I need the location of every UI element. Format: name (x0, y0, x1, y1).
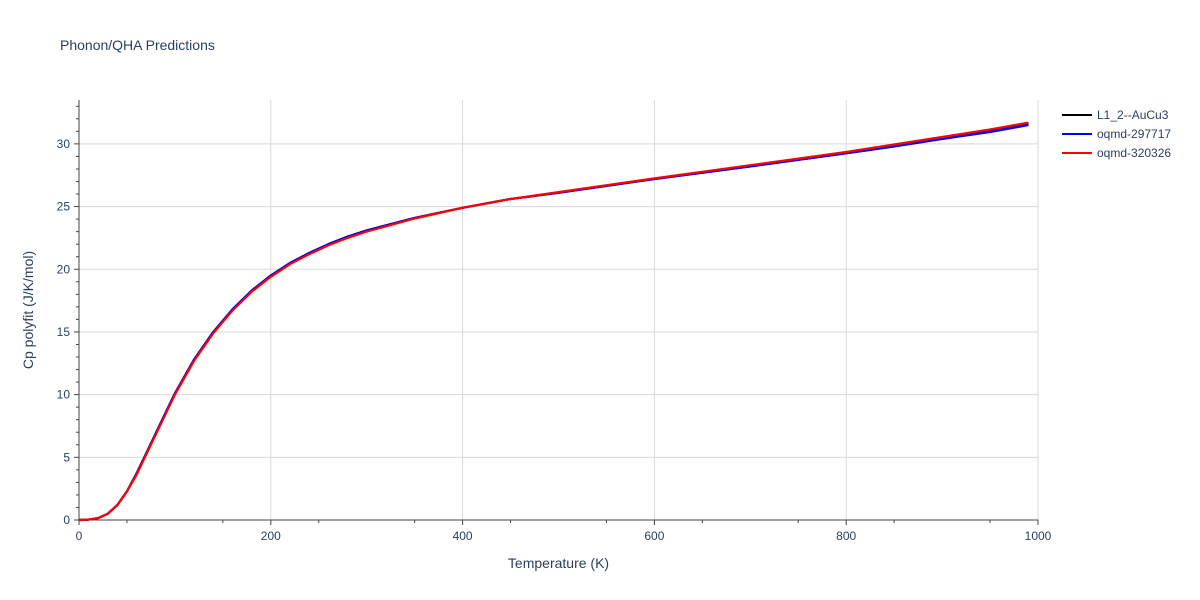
y-tick-label: 25 (57, 200, 71, 214)
legend-item-1[interactable]: L1_2--AuCu3 (1062, 108, 1169, 122)
legend-label: L1_2--AuCu3 (1097, 108, 1169, 122)
legend-item-3[interactable]: oqmd-320326 (1062, 146, 1171, 160)
x-tick-label: 600 (644, 529, 664, 543)
x-tick-label: 800 (836, 529, 856, 543)
series-lines (78, 121, 1029, 522)
legend-item-2[interactable]: oqmd-297717 (1062, 127, 1171, 141)
gridlines (79, 100, 1039, 520)
y-tick-label: 0 (63, 513, 70, 527)
y-axis-title: Cp polyfit (J/K/mol) (20, 251, 36, 369)
y-tick-label: 20 (57, 262, 71, 276)
y-tick-label: 5 (63, 450, 70, 464)
y-tick-label: 30 (57, 137, 71, 151)
x-axis-title: Temperature (K) (508, 555, 609, 571)
legend-label: oqmd-297717 (1097, 127, 1171, 141)
x-tick-label: 200 (261, 529, 281, 543)
y-axis-ticks: 0 5 10 15 20 25 30 (57, 105, 79, 527)
chart-title: Phonon/QHA Predictions (60, 37, 215, 53)
axes (78, 100, 1038, 521)
legend[interactable]: L1_2--AuCu3 oqmd-297717 oqmd-320326 (1062, 108, 1171, 160)
x-axis-ticks: 0 200 400 600 800 1000 (76, 520, 1052, 543)
x-tick-label: 1000 (1025, 529, 1052, 543)
series-line-3 (78, 121, 1029, 522)
y-tick-label: 10 (57, 388, 71, 402)
y-tick-label: 15 (57, 325, 71, 339)
legend-label: oqmd-320326 (1097, 146, 1171, 160)
x-tick-label: 400 (453, 529, 473, 543)
x-tick-label: 0 (76, 529, 83, 543)
